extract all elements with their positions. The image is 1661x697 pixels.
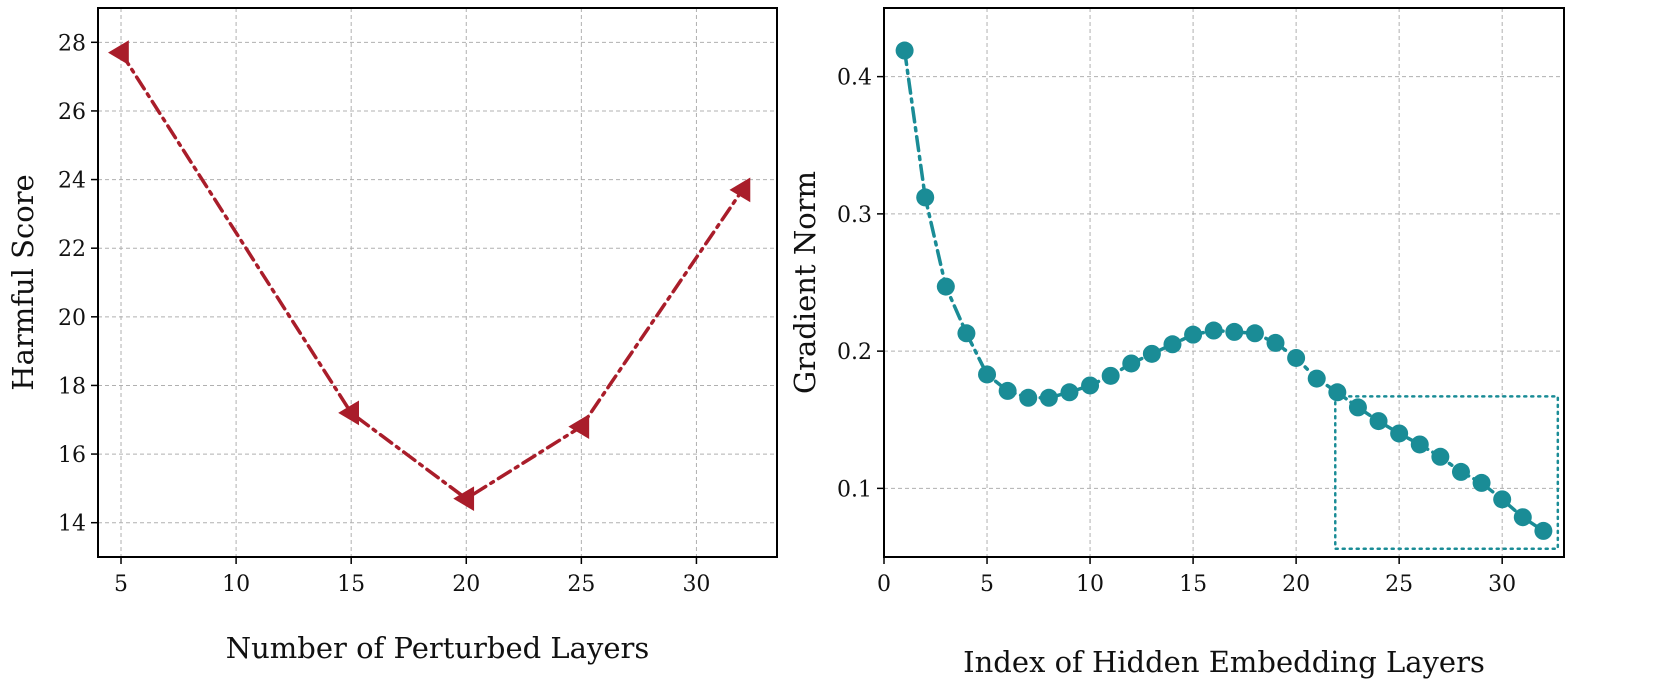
x-tick-label: 0 (877, 572, 891, 597)
data-point (108, 40, 129, 65)
data-point (568, 414, 590, 439)
x-tick-label: 15 (337, 572, 365, 597)
data-point (1245, 324, 1264, 343)
data-point (1390, 424, 1409, 443)
data-point (1184, 325, 1203, 344)
series-layer (108, 40, 751, 512)
x-tick-label: 30 (682, 572, 710, 597)
y-tick-label: 28 (58, 31, 86, 56)
x-tick-label: 10 (1076, 572, 1104, 597)
data-point (1287, 348, 1306, 367)
y-axis-label: Harmful Score (6, 174, 40, 390)
data-point (1019, 388, 1038, 407)
data-point (1472, 473, 1491, 492)
x-tick-label: 20 (1282, 572, 1310, 597)
y-tick-label: 0.1 (837, 477, 872, 502)
y-tick-label: 20 (58, 306, 86, 331)
data-point (936, 277, 955, 296)
y-tick-label: 18 (58, 374, 86, 399)
x-axis-label: Number of Perturbed Layers (226, 631, 650, 665)
data-point (1142, 344, 1161, 363)
data-point (1122, 354, 1141, 373)
data-point (1451, 462, 1470, 481)
y-axis-label: Gradient Norm (788, 171, 822, 394)
x-tick-label: 25 (567, 572, 595, 597)
y-tick-label: 0.4 (837, 66, 872, 91)
highlight-box (1334, 395, 1560, 551)
series-layer (895, 41, 1553, 540)
data-point (1348, 398, 1367, 417)
y-tick-label: 24 (58, 169, 86, 194)
y-tick-label: 22 (58, 237, 86, 262)
tick-layer: 0 5 10 15 20 25 30 0.1 0.2 0.3 0.4 (837, 66, 1516, 597)
data-point (1328, 383, 1347, 402)
data-point (1266, 333, 1285, 352)
harmful-score-chart: 5 10 15 20 25 30 14 16 18 20 22 24 26 28 Number of Pe… (6, 7, 778, 665)
data-point (1493, 490, 1512, 509)
y-tick-label: 0.3 (837, 203, 872, 228)
data-point (895, 41, 914, 60)
grid (883, 8, 1564, 557)
x-tick-label: 5 (114, 572, 128, 597)
x-tick-label: 30 (1488, 572, 1516, 597)
data-point (1513, 508, 1532, 527)
data-point (1039, 388, 1058, 407)
data-point (1163, 335, 1182, 354)
plot-frame (97, 7, 778, 558)
plot-frame (883, 7, 1565, 558)
data-point (1081, 376, 1100, 395)
y-tick-label: 26 (58, 100, 86, 125)
x-tick-label: 25 (1385, 572, 1413, 597)
x-tick-label: 10 (222, 572, 250, 597)
data-point (978, 365, 997, 384)
data-point (957, 324, 976, 343)
data-point (1369, 412, 1388, 431)
data-point (453, 486, 475, 512)
y-tick-label: 14 (58, 512, 86, 537)
x-tick-label: 15 (1179, 572, 1207, 597)
x-axis-label: Index of Hidden Embedding Layers (963, 645, 1485, 679)
data-point (998, 381, 1017, 400)
series-line (119, 50, 745, 501)
data-point (1431, 447, 1450, 466)
data-point (729, 177, 751, 203)
data-point (1060, 383, 1079, 402)
data-point (338, 400, 359, 426)
y-tick-label: 0.2 (837, 340, 872, 365)
y-tick-label: 16 (58, 443, 86, 468)
data-point (916, 188, 935, 207)
data-point (1410, 435, 1429, 454)
data-point (1534, 521, 1553, 540)
tick-layer: 5 10 15 20 25 30 14 16 18 20 22 24 26 28 (58, 31, 710, 597)
data-point (1225, 322, 1244, 341)
data-point (1204, 321, 1223, 340)
data-point (1307, 369, 1326, 388)
annotation-layer (1334, 395, 1560, 551)
x-tick-label: 5 (980, 572, 994, 597)
data-point (1101, 366, 1120, 385)
x-tick-label: 20 (452, 572, 480, 597)
grid (98, 8, 777, 557)
gradient-norm-chart: 0 5 10 15 20 25 30 0.1 0.2 0.3 0.4 Index of Hidden… (788, 7, 1565, 679)
